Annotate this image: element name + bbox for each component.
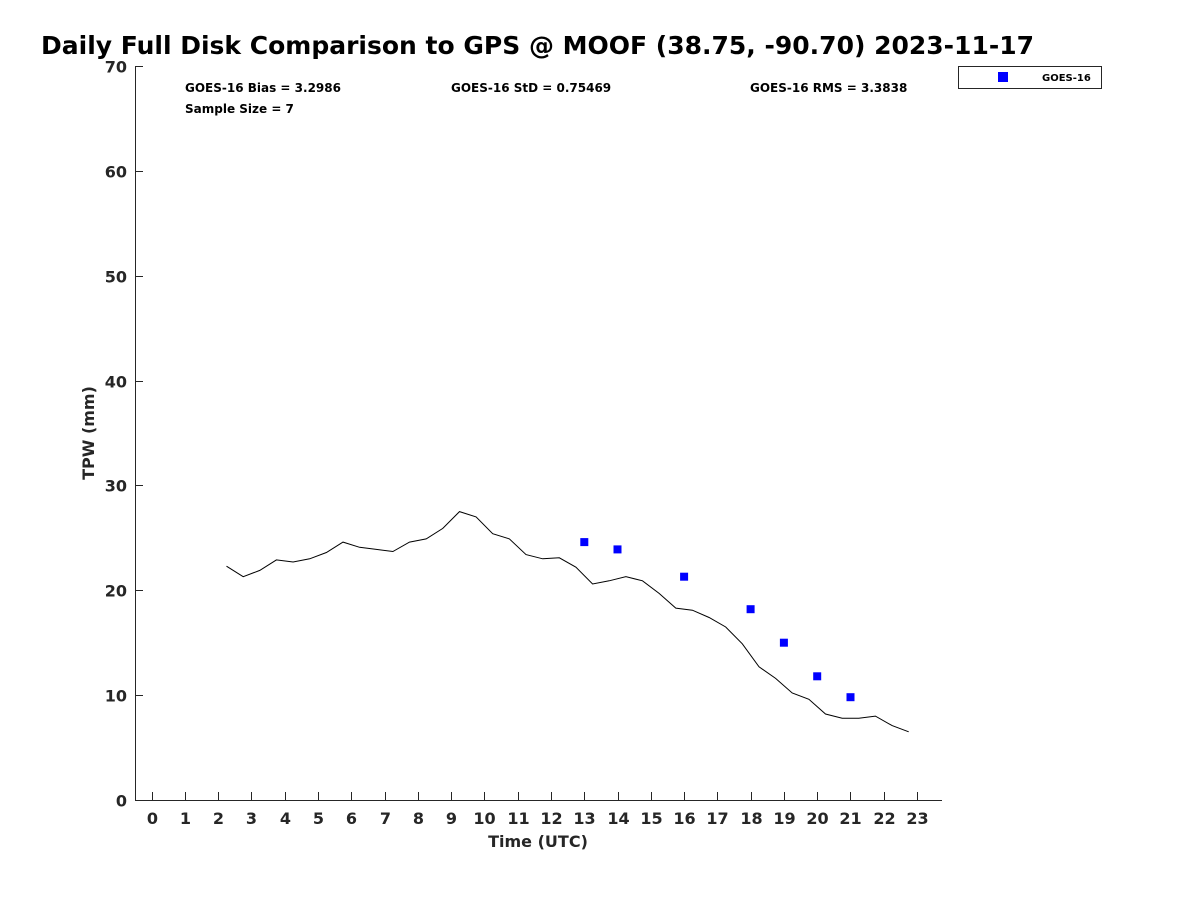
goes16-point [746,605,755,614]
std-stat: GOES-16 StD = 0.75469 [451,81,611,95]
x-tick-label: 10 [473,809,495,828]
y-tick-label: 30 [105,477,127,496]
bias-stat: GOES-16 Bias = 3.2986 [185,81,341,95]
x-tick-label: 14 [607,809,629,828]
y-tick-label: 10 [105,687,127,706]
x-tick-label: 22 [873,809,895,828]
x-tick-label: 11 [507,809,529,828]
x-tick-label: 13 [573,809,595,828]
y-tick-label: 70 [105,58,127,77]
goes16-series [580,538,855,702]
y-tick-label: 40 [105,373,127,392]
y-axis-ticks: 0 10 20 30 40 50 60 70 [105,58,143,811]
x-tick-label: 20 [806,809,828,828]
y-tick-label: 60 [105,163,127,182]
goes16-point [813,672,822,681]
goes16-point [779,638,788,647]
legend-label: GOES-16 [1042,73,1091,84]
x-tick-label: 1 [180,809,191,828]
x-tick-label: 16 [673,809,695,828]
x-tick-label: 17 [706,809,728,828]
x-tick-label: 2 [213,809,224,828]
goes16-point [613,545,622,554]
y-tick-label: 50 [105,268,127,287]
legend-marker [998,72,1008,82]
legend: GOES-16 [958,66,1102,89]
legend-box [958,66,1102,89]
x-tick-label: 15 [640,809,662,828]
x-tick-label: 5 [313,809,324,828]
x-tick-label: 21 [839,809,861,828]
x-tick-label: 19 [773,809,795,828]
x-tick-label: 12 [540,809,562,828]
y-tick-label: 0 [116,792,127,811]
x-tick-label: 6 [346,809,357,828]
gps-tpw-line [226,511,909,733]
y-axis-label: TPW (mm) [79,386,98,480]
sample-size-stat: Sample Size = 7 [185,102,294,116]
goes16-point [680,572,689,581]
rms-stat: GOES-16 RMS = 3.3838 [750,81,907,95]
x-tick-label: 18 [740,809,762,828]
x-tick-label: 7 [380,809,391,828]
chart-title: Daily Full Disk Comparison to GPS @ MOOF… [41,31,1034,60]
x-axis-ticks: 0 1 2 3 4 5 6 7 8 9 10 11 12 13 14 15 16 17 18 19 20 21 22 23 [147,792,929,828]
x-tick-label: 8 [413,809,424,828]
gps-series [226,511,909,733]
x-tick-label: 23 [906,809,928,828]
y-tick-label: 20 [105,582,127,601]
x-tick-label: 0 [147,809,158,828]
x-tick-label: 3 [246,809,257,828]
x-axis-label: Time (UTC) [488,832,588,851]
x-tick-label: 9 [446,809,457,828]
goes16-point [580,538,589,547]
goes16-point [846,693,855,702]
x-tick-label: 4 [280,809,291,828]
